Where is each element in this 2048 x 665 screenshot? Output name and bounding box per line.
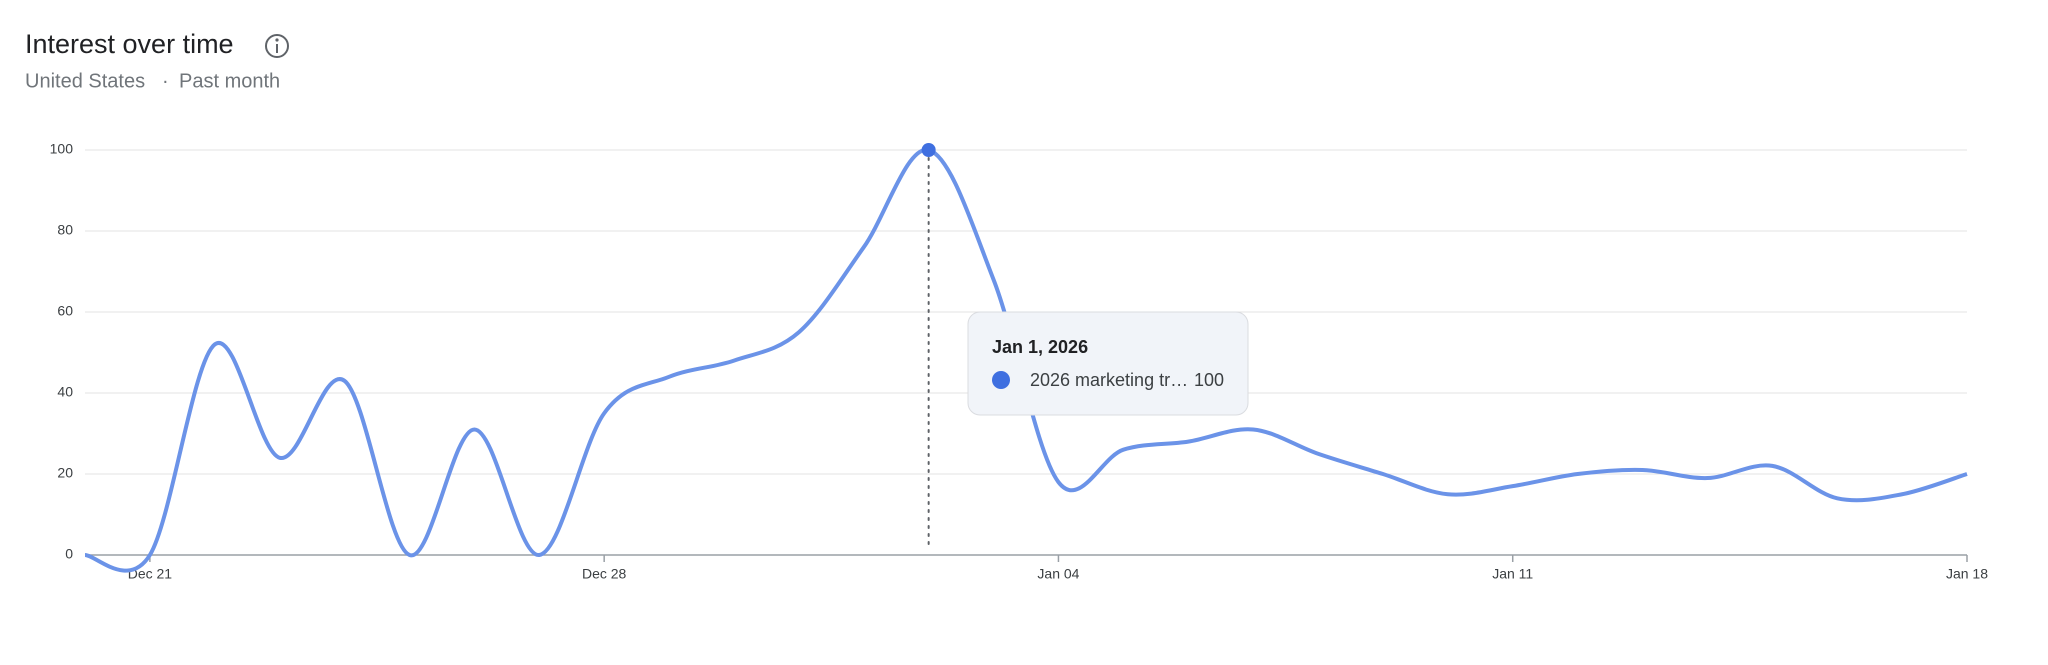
x-tick-label: Jan 11 (1492, 566, 1533, 582)
y-tick-label: 0 (65, 546, 73, 562)
info-circle (265, 34, 289, 58)
tooltip-box (967, 311, 1249, 416)
hover-point (921, 143, 936, 157)
tooltip-value: 100 (1194, 370, 1224, 390)
subtitle-region: United States (25, 70, 145, 92)
info-dot (275, 38, 279, 42)
tooltip: Jan 1, 2026 2026 marketing tr… 100 (967, 311, 1249, 416)
y-tick-label: 40 (57, 384, 73, 400)
y-tick-label: 100 (50, 141, 74, 157)
x-tick-label: Dec 21 (128, 566, 173, 582)
y-tick-label: 60 (57, 303, 73, 319)
tooltip-swatch (992, 371, 1010, 389)
chart-title: Interest over time (25, 29, 234, 59)
subtitle-period: Past month (179, 70, 280, 92)
y-tick-label: 80 (57, 222, 73, 238)
info-icon[interactable] (265, 34, 289, 58)
x-tick-label: Dec 28 (582, 566, 627, 582)
subtitle-separator: · (162, 70, 169, 92)
y-tick-label: 20 (57, 465, 73, 481)
x-tick-label: Jan 18 (1946, 566, 1988, 582)
tooltip-title: Jan 1, 2026 (992, 337, 1088, 357)
x-tick-label: Jan 04 (1037, 566, 1079, 582)
tooltip-series: 2026 marketing tr… (1030, 370, 1188, 390)
